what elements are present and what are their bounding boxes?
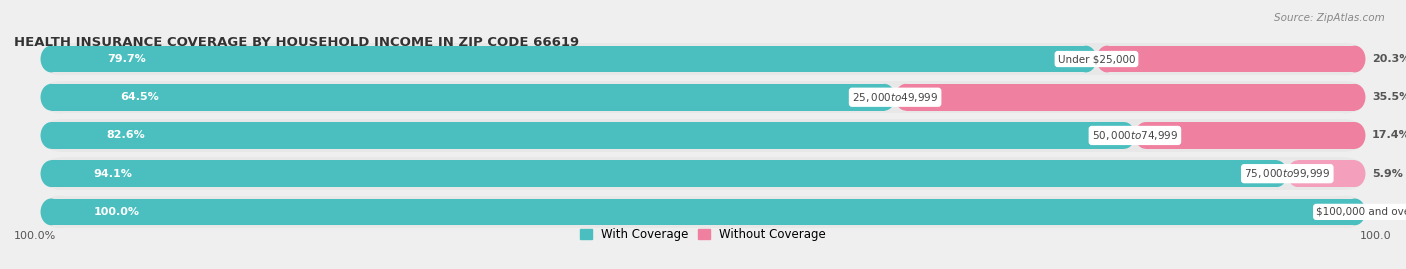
Text: 35.5%: 35.5% bbox=[1372, 92, 1406, 102]
Ellipse shape bbox=[1288, 160, 1309, 187]
Ellipse shape bbox=[1344, 84, 1365, 111]
Text: Under $25,000: Under $25,000 bbox=[1057, 54, 1135, 64]
Ellipse shape bbox=[1344, 122, 1365, 149]
Text: 79.7%: 79.7% bbox=[107, 54, 146, 64]
Ellipse shape bbox=[1265, 160, 1288, 187]
Text: $25,000 to $49,999: $25,000 to $49,999 bbox=[852, 91, 938, 104]
Text: 82.6%: 82.6% bbox=[107, 130, 146, 140]
Ellipse shape bbox=[1344, 46, 1365, 72]
FancyBboxPatch shape bbox=[51, 122, 1125, 149]
FancyBboxPatch shape bbox=[51, 84, 884, 111]
Ellipse shape bbox=[1344, 160, 1365, 187]
FancyBboxPatch shape bbox=[60, 81, 1346, 114]
Ellipse shape bbox=[41, 46, 62, 72]
Ellipse shape bbox=[1326, 43, 1365, 75]
Ellipse shape bbox=[875, 84, 896, 111]
Ellipse shape bbox=[41, 119, 80, 152]
Ellipse shape bbox=[1097, 46, 1118, 72]
Text: $100,000 and over: $100,000 and over bbox=[1316, 207, 1406, 217]
Text: 17.4%: 17.4% bbox=[1372, 130, 1406, 140]
FancyBboxPatch shape bbox=[60, 119, 1346, 152]
Ellipse shape bbox=[41, 160, 62, 187]
Ellipse shape bbox=[41, 84, 62, 111]
Ellipse shape bbox=[41, 157, 80, 190]
Text: 94.1%: 94.1% bbox=[94, 169, 132, 179]
FancyBboxPatch shape bbox=[1298, 160, 1355, 187]
Ellipse shape bbox=[1135, 122, 1156, 149]
Text: 100.0: 100.0 bbox=[1361, 231, 1392, 240]
Ellipse shape bbox=[1326, 157, 1365, 190]
FancyBboxPatch shape bbox=[60, 43, 1346, 75]
FancyBboxPatch shape bbox=[51, 46, 1085, 72]
FancyBboxPatch shape bbox=[1146, 122, 1355, 149]
Text: $50,000 to $74,999: $50,000 to $74,999 bbox=[1091, 129, 1178, 142]
Ellipse shape bbox=[41, 43, 80, 75]
Text: 100.0%: 100.0% bbox=[94, 207, 139, 217]
Ellipse shape bbox=[1326, 196, 1365, 228]
Text: Source: ZipAtlas.com: Source: ZipAtlas.com bbox=[1274, 13, 1385, 23]
Text: HEALTH INSURANCE COVERAGE BY HOUSEHOLD INCOME IN ZIP CODE 66619: HEALTH INSURANCE COVERAGE BY HOUSEHOLD I… bbox=[14, 36, 579, 49]
Text: 64.5%: 64.5% bbox=[120, 92, 159, 102]
Ellipse shape bbox=[41, 81, 80, 114]
Ellipse shape bbox=[1326, 81, 1365, 114]
FancyBboxPatch shape bbox=[905, 84, 1355, 111]
Ellipse shape bbox=[41, 196, 80, 228]
Ellipse shape bbox=[1076, 46, 1097, 72]
Text: 100.0%: 100.0% bbox=[14, 231, 56, 240]
Ellipse shape bbox=[1326, 119, 1365, 152]
Ellipse shape bbox=[1344, 199, 1365, 225]
Legend: With Coverage, Without Coverage: With Coverage, Without Coverage bbox=[579, 228, 827, 241]
Ellipse shape bbox=[41, 199, 62, 225]
Ellipse shape bbox=[896, 84, 917, 111]
FancyBboxPatch shape bbox=[60, 157, 1346, 190]
FancyBboxPatch shape bbox=[1107, 46, 1355, 72]
FancyBboxPatch shape bbox=[51, 199, 1355, 225]
Text: 5.9%: 5.9% bbox=[1372, 169, 1403, 179]
Text: $75,000 to $99,999: $75,000 to $99,999 bbox=[1244, 167, 1330, 180]
Text: 20.3%: 20.3% bbox=[1372, 54, 1406, 64]
FancyBboxPatch shape bbox=[51, 160, 1277, 187]
Ellipse shape bbox=[1114, 122, 1135, 149]
Ellipse shape bbox=[41, 122, 62, 149]
FancyBboxPatch shape bbox=[60, 196, 1346, 228]
